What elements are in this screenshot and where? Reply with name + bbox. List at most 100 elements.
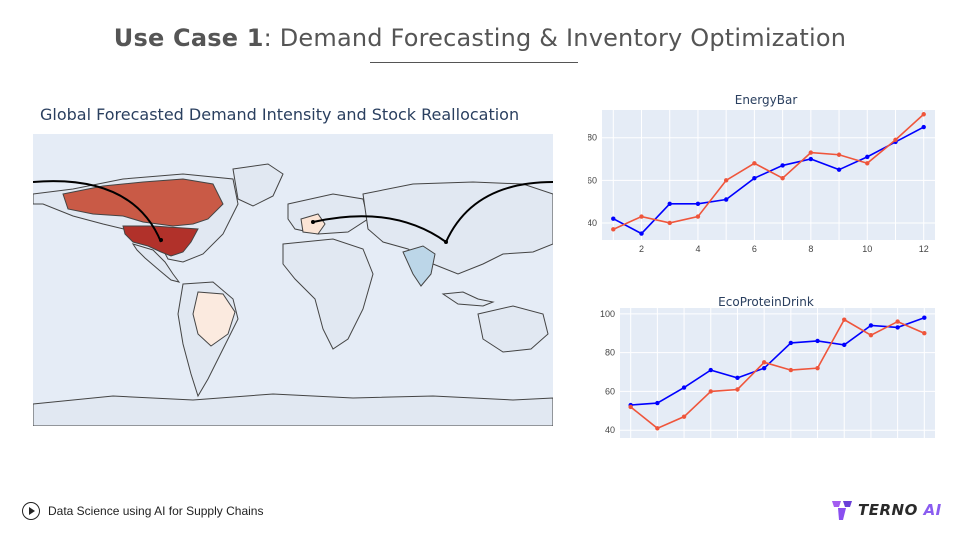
chart-energybar: EnergyBar 40 60 80 2 4 6 8 10 12 xyxy=(587,90,948,260)
data-point-forecast xyxy=(921,112,926,117)
data-point-forecast xyxy=(815,365,820,371)
y-tick-label: 80 xyxy=(605,348,615,358)
data-point-forecast xyxy=(752,161,757,166)
data-point-actual xyxy=(780,163,785,168)
asia-land xyxy=(362,181,554,275)
data-point-actual xyxy=(815,338,820,344)
region-india xyxy=(402,245,436,287)
australia-land xyxy=(477,305,549,353)
footer: Data Science using AI for Supply Chains xyxy=(22,502,263,520)
data-point-actual xyxy=(723,197,729,202)
data-point-forecast xyxy=(893,137,898,143)
title-underline xyxy=(370,62,578,63)
slide-title-rest: : Demand Forecasting & Inventory Optimiz… xyxy=(263,24,847,52)
data-point-forecast xyxy=(723,178,729,183)
data-point-actual xyxy=(681,385,687,390)
data-point-actual xyxy=(788,340,794,346)
series-line-actual xyxy=(630,316,925,406)
data-point-forecast xyxy=(780,175,785,181)
greenland-land xyxy=(232,163,284,207)
terno-logo-icon xyxy=(832,501,852,520)
antarctica-land xyxy=(32,393,554,427)
x-tick-label: 10 xyxy=(862,244,872,254)
chart-energybar-svg: EnergyBar 40 60 80 2 4 6 8 10 12 xyxy=(587,93,935,254)
x-tick-label: 6 xyxy=(752,244,757,254)
data-point-forecast xyxy=(868,332,874,338)
chart-ecoproteindrink-svg: EcoProteinDrink 40 60 80 100 xyxy=(600,295,935,438)
data-point-forecast xyxy=(735,387,740,392)
data-point-forecast xyxy=(788,367,794,373)
y-tick-label: 40 xyxy=(605,425,615,435)
y-tick-label: 60 xyxy=(588,175,597,185)
logo-suffix: AI xyxy=(923,501,942,519)
data-point-forecast xyxy=(708,389,713,394)
x-tick-label: 8 xyxy=(808,244,813,254)
africa-land xyxy=(282,238,374,350)
data-point-actual xyxy=(868,323,874,328)
ocean xyxy=(33,134,553,426)
data-point-forecast xyxy=(865,161,870,166)
region-canada xyxy=(62,178,224,227)
play-icon[interactable] xyxy=(22,502,40,520)
data-point-actual xyxy=(761,365,767,371)
data-point-actual xyxy=(611,216,616,221)
chart-ecoproteindrink: EcoProteinDrink 40 60 80 100 xyxy=(588,292,948,442)
y-tick-label: 40 xyxy=(588,218,597,228)
data-point-actual xyxy=(921,124,926,130)
series-line-forecast xyxy=(612,113,925,231)
route-point-europe xyxy=(311,220,315,224)
y-tick-label: 60 xyxy=(605,386,615,396)
data-point-forecast xyxy=(655,426,660,431)
plot-area xyxy=(602,110,935,240)
data-point-forecast xyxy=(842,317,847,322)
world-map xyxy=(32,134,554,427)
y-tick-label: 100 xyxy=(600,309,615,319)
data-point-actual xyxy=(695,201,701,206)
data-point-actual xyxy=(752,175,757,181)
central-america-land xyxy=(131,243,181,283)
data-point-forecast xyxy=(836,152,842,157)
data-point-forecast xyxy=(895,319,900,324)
route-arc-europe-asia xyxy=(312,215,447,243)
data-point-actual xyxy=(639,231,644,236)
data-point-forecast xyxy=(611,227,616,232)
y-tick-label: 80 xyxy=(588,133,597,143)
slide-title: Use Case 1: Demand Forecasting & Invento… xyxy=(0,24,960,52)
route-arc-west xyxy=(32,180,162,243)
data-point-forecast xyxy=(808,150,814,155)
data-point-forecast xyxy=(639,214,644,219)
data-point-actual xyxy=(808,156,814,162)
x-tick-label: 12 xyxy=(919,244,929,254)
terno-logo: TERNO AI xyxy=(830,498,942,522)
x-tick-label: 4 xyxy=(695,244,700,254)
footer-text: Data Science using AI for Supply Chains xyxy=(48,504,264,518)
data-point-actual xyxy=(735,375,740,381)
world-map-svg xyxy=(32,134,554,427)
logo-text: TERNO AI xyxy=(858,501,942,519)
data-point-actual xyxy=(865,154,870,160)
x-tick-label: 2 xyxy=(639,244,644,254)
data-point-forecast xyxy=(761,360,767,365)
data-point-forecast xyxy=(628,404,633,410)
data-point-actual xyxy=(836,167,842,172)
data-point-actual xyxy=(667,201,672,206)
chart-title: EnergyBar xyxy=(735,93,798,107)
data-point-forecast xyxy=(695,214,701,219)
data-point-actual xyxy=(842,342,847,348)
data-point-forecast xyxy=(667,220,672,226)
logo-word: TERNO xyxy=(858,501,918,519)
series-line-forecast xyxy=(630,318,925,430)
data-point-actual xyxy=(655,400,660,406)
slide-title-bold: Use Case 1 xyxy=(113,24,264,52)
data-point-forecast xyxy=(681,414,687,419)
route-arc-east xyxy=(445,181,554,243)
route-point-usa xyxy=(159,238,163,242)
region-brazil xyxy=(192,291,236,347)
chart-title: EcoProteinDrink xyxy=(718,295,814,309)
data-point-forecast xyxy=(922,331,927,336)
data-point-actual xyxy=(895,325,900,330)
map-title: Global Forecasted Demand Intensity and S… xyxy=(40,105,520,124)
data-point-actual xyxy=(922,315,927,320)
indonesia-land xyxy=(441,291,495,307)
series-line-actual xyxy=(612,126,925,235)
